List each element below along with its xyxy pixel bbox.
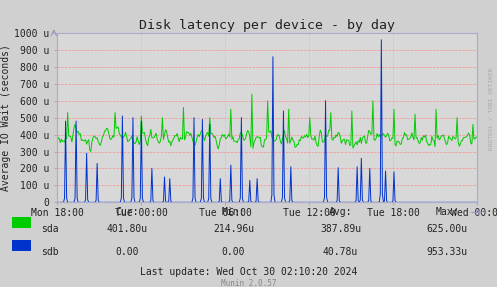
sda bbox=[54, 139, 60, 143]
Title: Disk latency per device - by day: Disk latency per device - by day bbox=[139, 19, 395, 32]
sda bbox=[361, 134, 367, 138]
sdb bbox=[191, 116, 197, 119]
Text: 953.33u: 953.33u bbox=[427, 247, 468, 257]
sdb bbox=[357, 198, 363, 202]
Text: 40.78u: 40.78u bbox=[323, 247, 358, 257]
Text: Last update: Wed Oct 30 02:10:20 2024: Last update: Wed Oct 30 02:10:20 2024 bbox=[140, 267, 357, 277]
sdb bbox=[54, 201, 60, 204]
Text: Munin 2.0.57: Munin 2.0.57 bbox=[221, 279, 276, 287]
Text: 214.96u: 214.96u bbox=[213, 224, 254, 234]
sdb bbox=[359, 198, 365, 202]
Text: 401.80u: 401.80u bbox=[106, 224, 147, 234]
Text: Cur:: Cur: bbox=[115, 208, 139, 218]
Text: Min:: Min: bbox=[222, 208, 246, 218]
sda bbox=[88, 150, 94, 153]
sdb bbox=[474, 201, 480, 204]
sda bbox=[249, 92, 255, 96]
Text: Max:: Max: bbox=[435, 208, 459, 218]
Bar bbox=[12, 217, 31, 228]
Text: 625.00u: 625.00u bbox=[427, 224, 468, 234]
sda bbox=[106, 131, 112, 135]
Line: sda: sda bbox=[57, 94, 477, 151]
Y-axis label: Average IO Wait (seconds): Average IO Wait (seconds) bbox=[1, 44, 11, 191]
sdb bbox=[221, 201, 227, 204]
Line: sdb: sdb bbox=[57, 40, 477, 202]
Text: sda: sda bbox=[41, 224, 58, 234]
sda bbox=[321, 140, 327, 144]
sda bbox=[222, 133, 228, 137]
Bar bbox=[12, 241, 31, 251]
sda bbox=[474, 135, 480, 139]
sdb bbox=[105, 201, 111, 204]
Text: 0.00: 0.00 bbox=[115, 247, 139, 257]
Text: RRDTOOL / TOBI OETIKER: RRDTOOL / TOBI OETIKER bbox=[489, 68, 494, 150]
Text: 387.89u: 387.89u bbox=[320, 224, 361, 234]
Text: Avg:: Avg: bbox=[329, 208, 352, 218]
sda bbox=[192, 144, 198, 147]
sdb bbox=[378, 38, 384, 42]
Text: 0.00: 0.00 bbox=[222, 247, 246, 257]
sdb bbox=[319, 201, 325, 204]
sda bbox=[359, 137, 365, 140]
Text: sdb: sdb bbox=[41, 247, 58, 257]
